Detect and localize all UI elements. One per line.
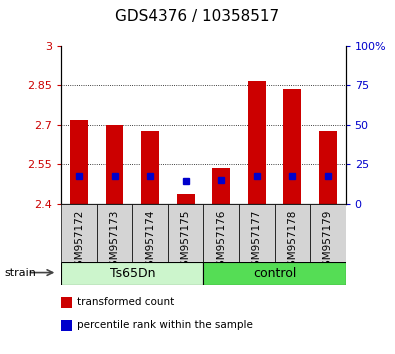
Bar (168, 204, 203, 262)
Text: Ts65Dn: Ts65Dn (109, 267, 155, 280)
Text: GSM957173: GSM957173 (109, 209, 120, 273)
Bar (248, 81, 265, 204)
Text: percentile rank within the sample: percentile rank within the sample (77, 320, 253, 330)
Text: GSM957177: GSM957177 (252, 209, 262, 273)
Text: GSM957178: GSM957178 (287, 209, 297, 273)
Bar (275, 204, 310, 262)
Text: GDS4376 / 10358517: GDS4376 / 10358517 (115, 9, 280, 24)
Text: GSM957179: GSM957179 (323, 209, 333, 273)
Bar (239, 204, 275, 262)
Text: GSM957176: GSM957176 (216, 209, 226, 273)
Bar (97, 204, 132, 262)
Bar (106, 125, 123, 204)
Bar (203, 204, 239, 262)
Bar (61, 204, 97, 262)
Text: control: control (253, 267, 296, 280)
Bar (177, 194, 194, 204)
Text: GSM957172: GSM957172 (74, 209, 84, 273)
Text: GSM957174: GSM957174 (145, 209, 155, 273)
Text: GSM957175: GSM957175 (181, 209, 191, 273)
Bar (213, 168, 230, 204)
Bar (61, 262, 203, 285)
Bar (70, 120, 88, 204)
Bar (319, 131, 337, 204)
Bar (132, 204, 168, 262)
Text: transformed count: transformed count (77, 297, 174, 307)
Text: strain: strain (4, 268, 36, 278)
Bar (284, 89, 301, 204)
Bar (310, 204, 346, 262)
Bar (141, 131, 159, 204)
Bar (203, 262, 346, 285)
